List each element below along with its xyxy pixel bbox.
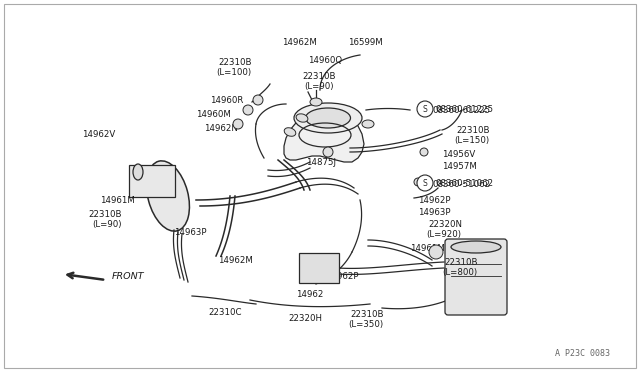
Text: 22310B: 22310B [456,126,490,135]
Ellipse shape [284,128,296,136]
Text: 14960Q: 14960Q [308,56,342,65]
Text: 14956V: 14956V [442,150,476,159]
Text: 14960R: 14960R [210,96,243,105]
Text: 14962P: 14962P [418,196,451,205]
Text: 14960M: 14960M [196,110,231,119]
Text: (L=90): (L=90) [304,82,333,91]
FancyBboxPatch shape [129,165,175,197]
Text: 16599M: 16599M [348,38,383,47]
Text: (L=350): (L=350) [348,320,383,329]
Ellipse shape [323,147,333,157]
Text: 14961M: 14961M [410,244,445,253]
Text: 14962M: 14962M [282,38,317,47]
Ellipse shape [305,108,351,128]
Ellipse shape [147,161,189,231]
Text: 14963P: 14963P [418,208,451,217]
Circle shape [233,119,243,129]
Text: 14962V: 14962V [82,130,115,139]
Text: S: S [422,105,428,113]
Ellipse shape [420,148,428,156]
Text: A P23C 0083: A P23C 0083 [555,349,610,358]
FancyBboxPatch shape [299,253,339,283]
Text: FRONT: FRONT [112,272,145,281]
Text: (L=90): (L=90) [92,220,122,229]
Text: S: S [422,179,428,187]
Text: 08360-51062: 08360-51062 [435,179,493,188]
Circle shape [417,101,433,117]
Text: 22310B: 22310B [444,258,477,267]
FancyBboxPatch shape [445,239,507,315]
Text: (L=150): (L=150) [454,136,489,145]
Text: 14963P: 14963P [174,228,207,237]
Ellipse shape [296,114,308,122]
Ellipse shape [310,98,322,106]
Text: 14875J: 14875J [306,158,336,167]
Text: 14962: 14962 [296,290,323,299]
Text: 22310B: 22310B [350,310,383,319]
Text: 22310B: 22310B [218,58,252,67]
Circle shape [417,175,433,191]
Text: (L=920): (L=920) [426,230,461,239]
Text: 08360-61225: 08360-61225 [435,105,493,114]
Text: 14962M: 14962M [218,256,253,265]
Circle shape [243,105,253,115]
Text: 22320N: 22320N [428,220,462,229]
Ellipse shape [294,103,362,133]
Text: 08360-51062: 08360-51062 [432,180,490,189]
Circle shape [253,95,263,105]
Ellipse shape [429,245,443,259]
Ellipse shape [414,178,422,186]
Text: (L=100): (L=100) [216,68,251,77]
Ellipse shape [362,120,374,128]
Text: 14962N: 14962N [204,124,238,133]
Text: 14962P: 14962P [326,272,358,281]
Text: 22310B: 22310B [88,210,122,219]
Text: 14957M: 14957M [442,162,477,171]
Polygon shape [284,114,364,162]
Ellipse shape [451,241,501,253]
Text: 08360-61225: 08360-61225 [432,106,490,115]
Text: 22320H: 22320H [288,314,322,323]
Text: 22310B: 22310B [302,72,335,81]
Text: 14961M: 14961M [100,196,135,205]
Text: 22310C: 22310C [208,308,241,317]
Text: (L=800): (L=800) [442,268,477,277]
Ellipse shape [133,164,143,180]
